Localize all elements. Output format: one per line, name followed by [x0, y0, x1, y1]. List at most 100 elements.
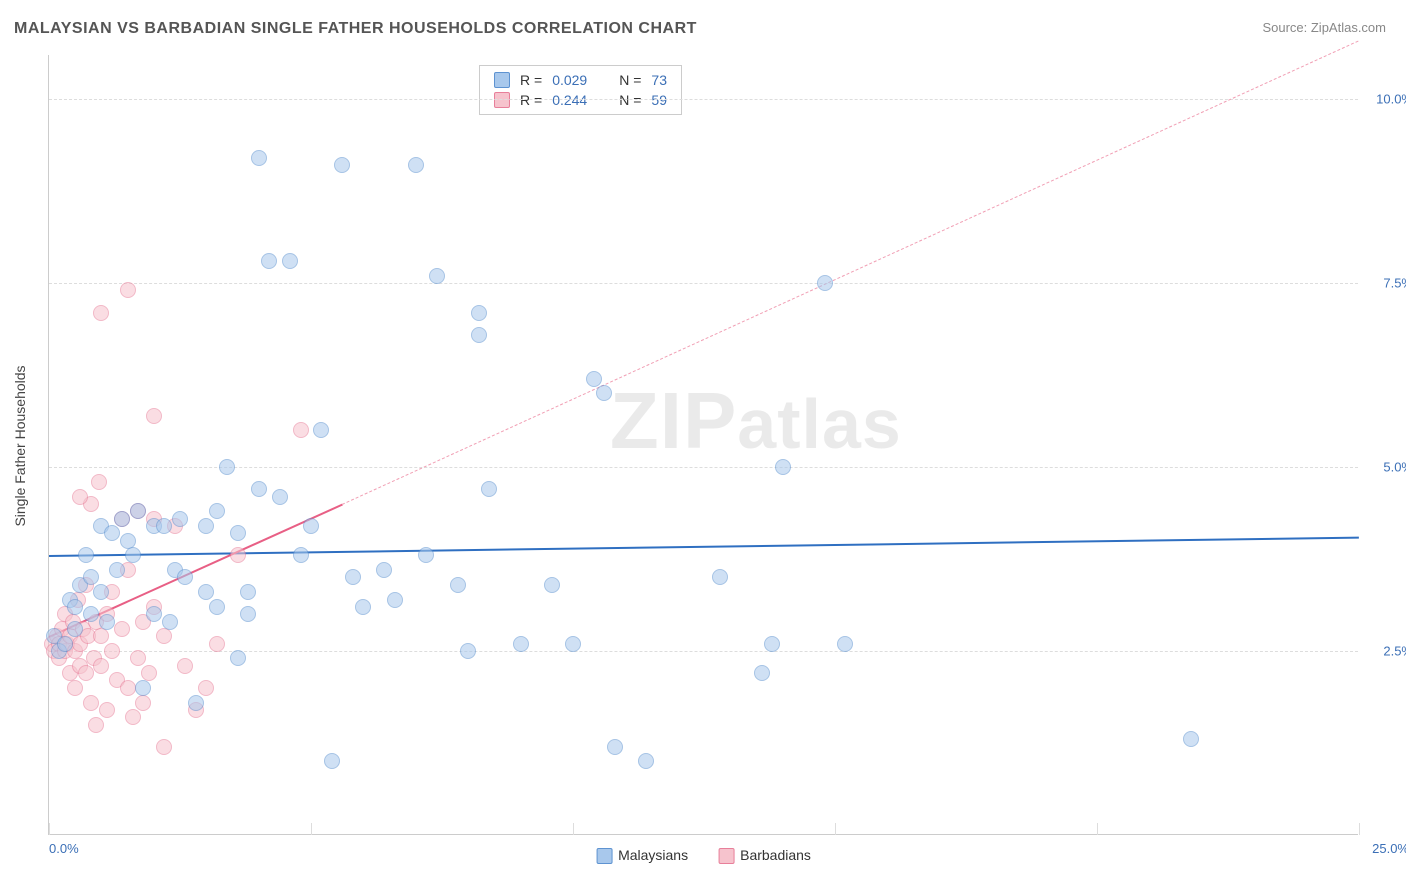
data-point-barbadians [83, 695, 99, 711]
data-point-barbadians [67, 680, 83, 696]
data-point-barbadians [93, 628, 109, 644]
data-point-malaysians [638, 753, 654, 769]
data-point-barbadians [88, 717, 104, 733]
legend-n-label: N = [619, 72, 641, 88]
legend-item: Barbadians [718, 847, 811, 864]
data-point-barbadians [293, 422, 309, 438]
x-tick-label: 0.0% [49, 841, 79, 856]
data-point-malaysians [544, 577, 560, 593]
data-point-barbadians [230, 547, 246, 563]
data-point-malaysians [261, 253, 277, 269]
y-tick-label: 5.0% [1363, 460, 1406, 475]
data-point-malaysians [282, 253, 298, 269]
x-minor-tick [49, 823, 50, 835]
data-point-barbadians [209, 636, 225, 652]
legend-label: Barbadians [740, 847, 811, 863]
data-point-malaysians [513, 636, 529, 652]
data-point-malaysians [230, 525, 246, 541]
data-point-malaysians [471, 327, 487, 343]
data-point-malaysians [251, 150, 267, 166]
data-point-malaysians [156, 518, 172, 534]
data-point-malaysians [471, 305, 487, 321]
data-point-barbadians [99, 702, 115, 718]
legend-r-value: 0.029 [552, 72, 587, 88]
legend-swatch [596, 848, 612, 864]
data-point-malaysians [188, 695, 204, 711]
data-point-malaysians [324, 753, 340, 769]
data-point-malaysians [1183, 731, 1199, 747]
gridline-horizontal [49, 651, 1358, 652]
data-point-malaysians [837, 636, 853, 652]
x-minor-tick [311, 823, 312, 835]
data-point-malaysians [162, 614, 178, 630]
data-point-malaysians [293, 547, 309, 563]
data-point-malaysians [313, 422, 329, 438]
data-point-barbadians [120, 282, 136, 298]
legend-swatch [718, 848, 734, 864]
data-point-barbadians [93, 658, 109, 674]
y-tick-label: 10.0% [1363, 92, 1406, 107]
data-point-malaysians [334, 157, 350, 173]
data-point-malaysians [83, 569, 99, 585]
data-point-malaysians [67, 621, 83, 637]
y-tick-label: 7.5% [1363, 276, 1406, 291]
data-point-malaysians [429, 268, 445, 284]
data-point-malaysians [345, 569, 361, 585]
legend-label: Malaysians [618, 847, 688, 863]
data-point-malaysians [120, 533, 136, 549]
data-point-malaysians [387, 592, 403, 608]
data-point-malaysians [450, 577, 466, 593]
data-point-malaysians [817, 275, 833, 291]
data-point-malaysians [460, 643, 476, 659]
x-tick-label: 25.0% [1372, 841, 1406, 856]
data-point-barbadians [130, 650, 146, 666]
data-point-malaysians [607, 739, 623, 755]
data-point-malaysians [83, 606, 99, 622]
data-point-malaysians [146, 606, 162, 622]
data-point-malaysians [130, 503, 146, 519]
y-tick-label: 2.5% [1363, 644, 1406, 659]
data-point-malaysians [272, 489, 288, 505]
data-point-malaysians [114, 511, 130, 527]
data-point-malaysians [775, 459, 791, 475]
data-point-malaysians [586, 371, 602, 387]
data-point-barbadians [91, 474, 107, 490]
data-point-malaysians [209, 503, 225, 519]
gridline-horizontal [49, 99, 1358, 100]
legend-item: Malaysians [596, 847, 688, 864]
data-point-malaysians [303, 518, 319, 534]
chart-container: MALAYSIAN VS BARBADIAN SINGLE FATHER HOU… [0, 0, 1406, 892]
data-point-malaysians [596, 385, 612, 401]
source-attribution: Source: ZipAtlas.com [1262, 20, 1386, 35]
data-point-barbadians [198, 680, 214, 696]
data-point-malaysians [93, 584, 109, 600]
data-point-malaysians [712, 569, 728, 585]
data-point-malaysians [565, 636, 581, 652]
data-point-malaysians [135, 680, 151, 696]
data-point-malaysians [125, 547, 141, 563]
x-minor-tick [1359, 823, 1360, 835]
data-point-malaysians [240, 606, 256, 622]
data-point-malaysians [99, 614, 115, 630]
data-point-malaysians [355, 599, 371, 615]
data-point-barbadians [135, 695, 151, 711]
data-point-malaysians [78, 547, 94, 563]
data-point-malaysians [104, 525, 120, 541]
data-point-malaysians [198, 518, 214, 534]
x-minor-tick [573, 823, 574, 835]
legend-r-label: R = [520, 72, 542, 88]
data-point-malaysians [376, 562, 392, 578]
data-point-barbadians [141, 665, 157, 681]
data-point-barbadians [93, 305, 109, 321]
data-point-malaysians [177, 569, 193, 585]
source-link[interactable]: ZipAtlas.com [1311, 20, 1386, 35]
data-point-barbadians [120, 680, 136, 696]
data-point-malaysians [764, 636, 780, 652]
data-point-malaysians [57, 636, 73, 652]
chart-title: MALAYSIAN VS BARBADIAN SINGLE FATHER HOU… [14, 20, 697, 38]
data-point-malaysians [408, 157, 424, 173]
data-point-malaysians [109, 562, 125, 578]
data-point-barbadians [177, 658, 193, 674]
plot-area: ZIPatlas R =0.029N =73R =0.244N =59 Mala… [48, 55, 1358, 835]
y-axis-label: Single Father Households [12, 365, 28, 526]
